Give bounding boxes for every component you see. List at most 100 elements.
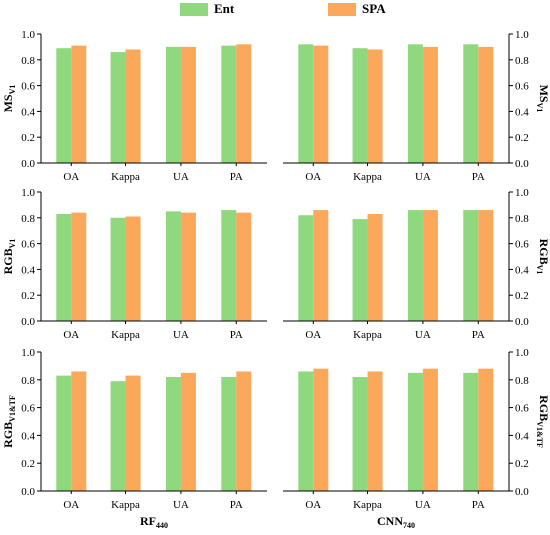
bar-spa-kappa	[367, 213, 383, 321]
row-label-main: MS	[537, 85, 550, 103]
panel-r0-c0: OA Kappa UA PA 0.0 0.2 0.4 0.6 0.8 1.0	[21, 29, 267, 183]
panel-r2-c0: OA Kappa UA PA 0.0 0.2 0.4 0.6 0.8 1.0	[21, 347, 267, 511]
panel-r1-c1: OA Kappa UA PA 0.0 0.2 0.4 0.6 0.8 1.0	[283, 187, 529, 341]
row-label-main: RGB	[537, 239, 550, 265]
row-label-left-1: RGBV1	[1, 239, 17, 275]
bar-ent-kappa	[352, 219, 368, 321]
bar-spa-ua	[422, 46, 438, 163]
bar-ent-oa	[298, 44, 314, 163]
bar-spa-ua	[180, 212, 196, 321]
row-label-right-0: MSV1	[535, 85, 550, 113]
y-tick-label: 0.6	[21, 403, 35, 415]
category-label-kappa: Kappa	[353, 499, 382, 511]
bar-spa-ua	[422, 368, 438, 491]
y-tick-label: 0.0	[21, 316, 35, 328]
y-tick-label: 0.0	[515, 486, 529, 498]
category-label-ua: UA	[415, 499, 431, 511]
y-tick-label: 0.2	[515, 458, 529, 470]
legend-label-ent: Ent	[214, 1, 235, 16]
y-tick-label: 1.0	[21, 187, 35, 199]
y-tick-label: 0.8	[21, 55, 35, 67]
legend-swatch-spa	[328, 2, 356, 16]
category-label-pa: PA	[472, 499, 485, 511]
bar-ent-oa	[56, 48, 72, 163]
y-tick-label: 1.0	[515, 29, 529, 41]
category-label-pa: PA	[472, 329, 485, 341]
bar-ent-oa	[298, 215, 314, 321]
category-label-ua: UA	[173, 171, 189, 183]
y-tick-label: 0.6	[515, 81, 529, 93]
category-label-oa: OA	[305, 499, 321, 511]
bar-ent-pa	[463, 372, 479, 491]
y-tick-label: 1.0	[515, 347, 529, 359]
bar-spa-kappa	[367, 49, 383, 164]
bar-spa-pa	[478, 368, 494, 491]
bar-spa-kappa	[125, 216, 141, 321]
category-label-pa: PA	[230, 171, 243, 183]
bar-spa-pa	[236, 44, 252, 163]
category-label-oa: OA	[63, 499, 79, 511]
y-tick-label: 0.8	[515, 55, 529, 67]
bar-spa-kappa	[367, 371, 383, 491]
column-label-sub: 440	[156, 521, 168, 530]
category-label-kappa: Kappa	[353, 171, 382, 183]
row-label-sub: V1	[8, 85, 17, 95]
bar-spa-oa	[313, 210, 329, 321]
y-tick-label: 0.0	[21, 158, 35, 170]
bar-ent-ua	[165, 377, 181, 491]
column-label-sub: 740	[403, 521, 415, 530]
bar-spa-kappa	[125, 49, 141, 164]
row-label-right-2: RGBV1&TF	[535, 395, 550, 448]
y-tick-label: 0.4	[21, 106, 35, 118]
bar-ent-pa	[463, 44, 479, 163]
category-label-ua: UA	[173, 329, 189, 341]
panel-r1-c0: OA Kappa UA PA 0.0 0.2 0.4 0.6 0.8 1.0	[21, 187, 267, 341]
bar-ent-ua	[407, 372, 423, 491]
bar-spa-pa	[236, 371, 252, 491]
column-label-0: RF440	[140, 514, 168, 530]
row-label-sub: V1&TF	[535, 421, 544, 448]
category-label-ua: UA	[415, 171, 431, 183]
category-label-kappa: Kappa	[111, 171, 140, 183]
bar-ent-ua	[165, 46, 181, 163]
y-tick-label: 0.2	[515, 132, 529, 144]
y-tick-label: 1.0	[21, 29, 35, 41]
bar-spa-oa	[71, 371, 87, 491]
column-label-main: RF	[140, 514, 156, 528]
y-tick-label: 0.0	[21, 486, 35, 498]
bar-ent-oa	[56, 375, 72, 491]
legend-ent: Ent	[180, 1, 234, 17]
row-label-main: RGB	[1, 248, 15, 274]
bar-ent-ua	[407, 210, 423, 321]
bar-spa-kappa	[125, 375, 141, 491]
y-tick-label: 0.4	[515, 264, 529, 276]
bar-ent-pa	[221, 377, 237, 491]
column-label-1: CNN740	[377, 514, 415, 530]
category-label-pa: PA	[230, 329, 243, 341]
category-label-oa: OA	[63, 329, 79, 341]
row-label-main: RGB	[1, 422, 15, 448]
category-label-ua: UA	[415, 329, 431, 341]
y-tick-label: 1.0	[21, 347, 35, 359]
category-label-kappa: Kappa	[353, 329, 382, 341]
y-tick-label: 0.4	[515, 106, 529, 118]
bar-ent-kappa	[110, 381, 126, 491]
row-label-main: MS	[1, 94, 15, 112]
y-tick-label: 0.2	[515, 290, 529, 302]
bar-spa-oa	[313, 45, 329, 163]
bar-ent-pa	[463, 210, 479, 321]
legend-label-spa: SPA	[362, 1, 386, 16]
panel-r2-c1: OA Kappa UA PA 0.0 0.2 0.4 0.6 0.8 1.0	[283, 347, 529, 511]
y-tick-label: 0.4	[515, 430, 529, 442]
y-tick-label: 0.6	[515, 403, 529, 415]
category-label-oa: OA	[305, 171, 321, 183]
y-tick-label: 0.8	[515, 213, 529, 225]
row-label-right-1: RGBV1	[535, 239, 550, 275]
bar-spa-pa	[478, 46, 494, 163]
row-label-sub: V1	[8, 239, 17, 249]
bar-spa-ua	[180, 372, 196, 491]
bar-ent-kappa	[352, 377, 368, 491]
category-label-ua: UA	[173, 499, 189, 511]
y-tick-label: 0.8	[515, 375, 529, 387]
